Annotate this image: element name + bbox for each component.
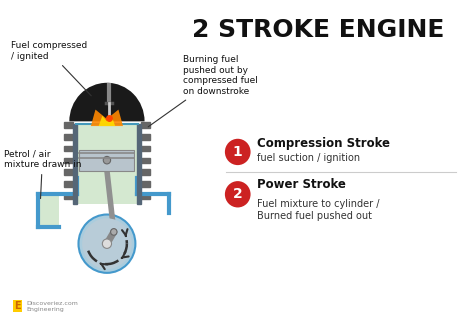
Polygon shape bbox=[76, 124, 137, 204]
Text: Power Stroke: Power Stroke bbox=[257, 178, 346, 191]
Bar bbox=[73, 124, 77, 204]
Text: Compression Stroke: Compression Stroke bbox=[257, 137, 391, 150]
Text: fuel suction / ignition: fuel suction / ignition bbox=[257, 153, 361, 162]
Text: 2 STROKE ENGINE: 2 STROKE ENGINE bbox=[192, 18, 444, 42]
Bar bbox=[64, 181, 73, 187]
Bar bbox=[64, 193, 73, 198]
Circle shape bbox=[102, 239, 111, 248]
Bar bbox=[141, 181, 150, 187]
Wedge shape bbox=[69, 83, 145, 121]
Text: Fuel mixture to cylinder /
Burned fuel pushed out: Fuel mixture to cylinder / Burned fuel p… bbox=[257, 199, 380, 221]
Polygon shape bbox=[99, 116, 115, 126]
Bar bbox=[141, 158, 150, 163]
Bar bbox=[64, 146, 73, 151]
Circle shape bbox=[82, 218, 132, 269]
Polygon shape bbox=[91, 110, 123, 126]
Text: Petrol / air
mixture drawn in: Petrol / air mixture drawn in bbox=[4, 149, 81, 198]
Bar bbox=[141, 134, 150, 140]
Bar bbox=[141, 122, 150, 128]
Bar bbox=[64, 134, 73, 140]
Text: E: E bbox=[14, 301, 21, 311]
Text: 1: 1 bbox=[233, 145, 243, 159]
Bar bbox=[137, 124, 141, 204]
Bar bbox=[64, 122, 73, 128]
Bar bbox=[64, 169, 73, 175]
Circle shape bbox=[79, 215, 136, 273]
Bar bbox=[38, 194, 59, 227]
Bar bbox=[141, 169, 150, 175]
Bar bbox=[64, 158, 73, 163]
Circle shape bbox=[225, 181, 251, 207]
Text: 2: 2 bbox=[233, 187, 243, 201]
Bar bbox=[141, 146, 150, 151]
Bar bbox=[141, 193, 150, 198]
Bar bbox=[13, 300, 22, 312]
Circle shape bbox=[225, 139, 251, 165]
Text: Fuel compressed
/ ignited: Fuel compressed / ignited bbox=[10, 41, 91, 96]
Text: Discoveriez.com
Engineering: Discoveriez.com Engineering bbox=[27, 301, 79, 312]
Bar bbox=[80, 149, 135, 171]
Circle shape bbox=[110, 229, 117, 235]
Circle shape bbox=[103, 156, 110, 164]
Text: Burning fuel
pushed out by
compressed fuel
on downstroke: Burning fuel pushed out by compressed fu… bbox=[148, 56, 257, 127]
